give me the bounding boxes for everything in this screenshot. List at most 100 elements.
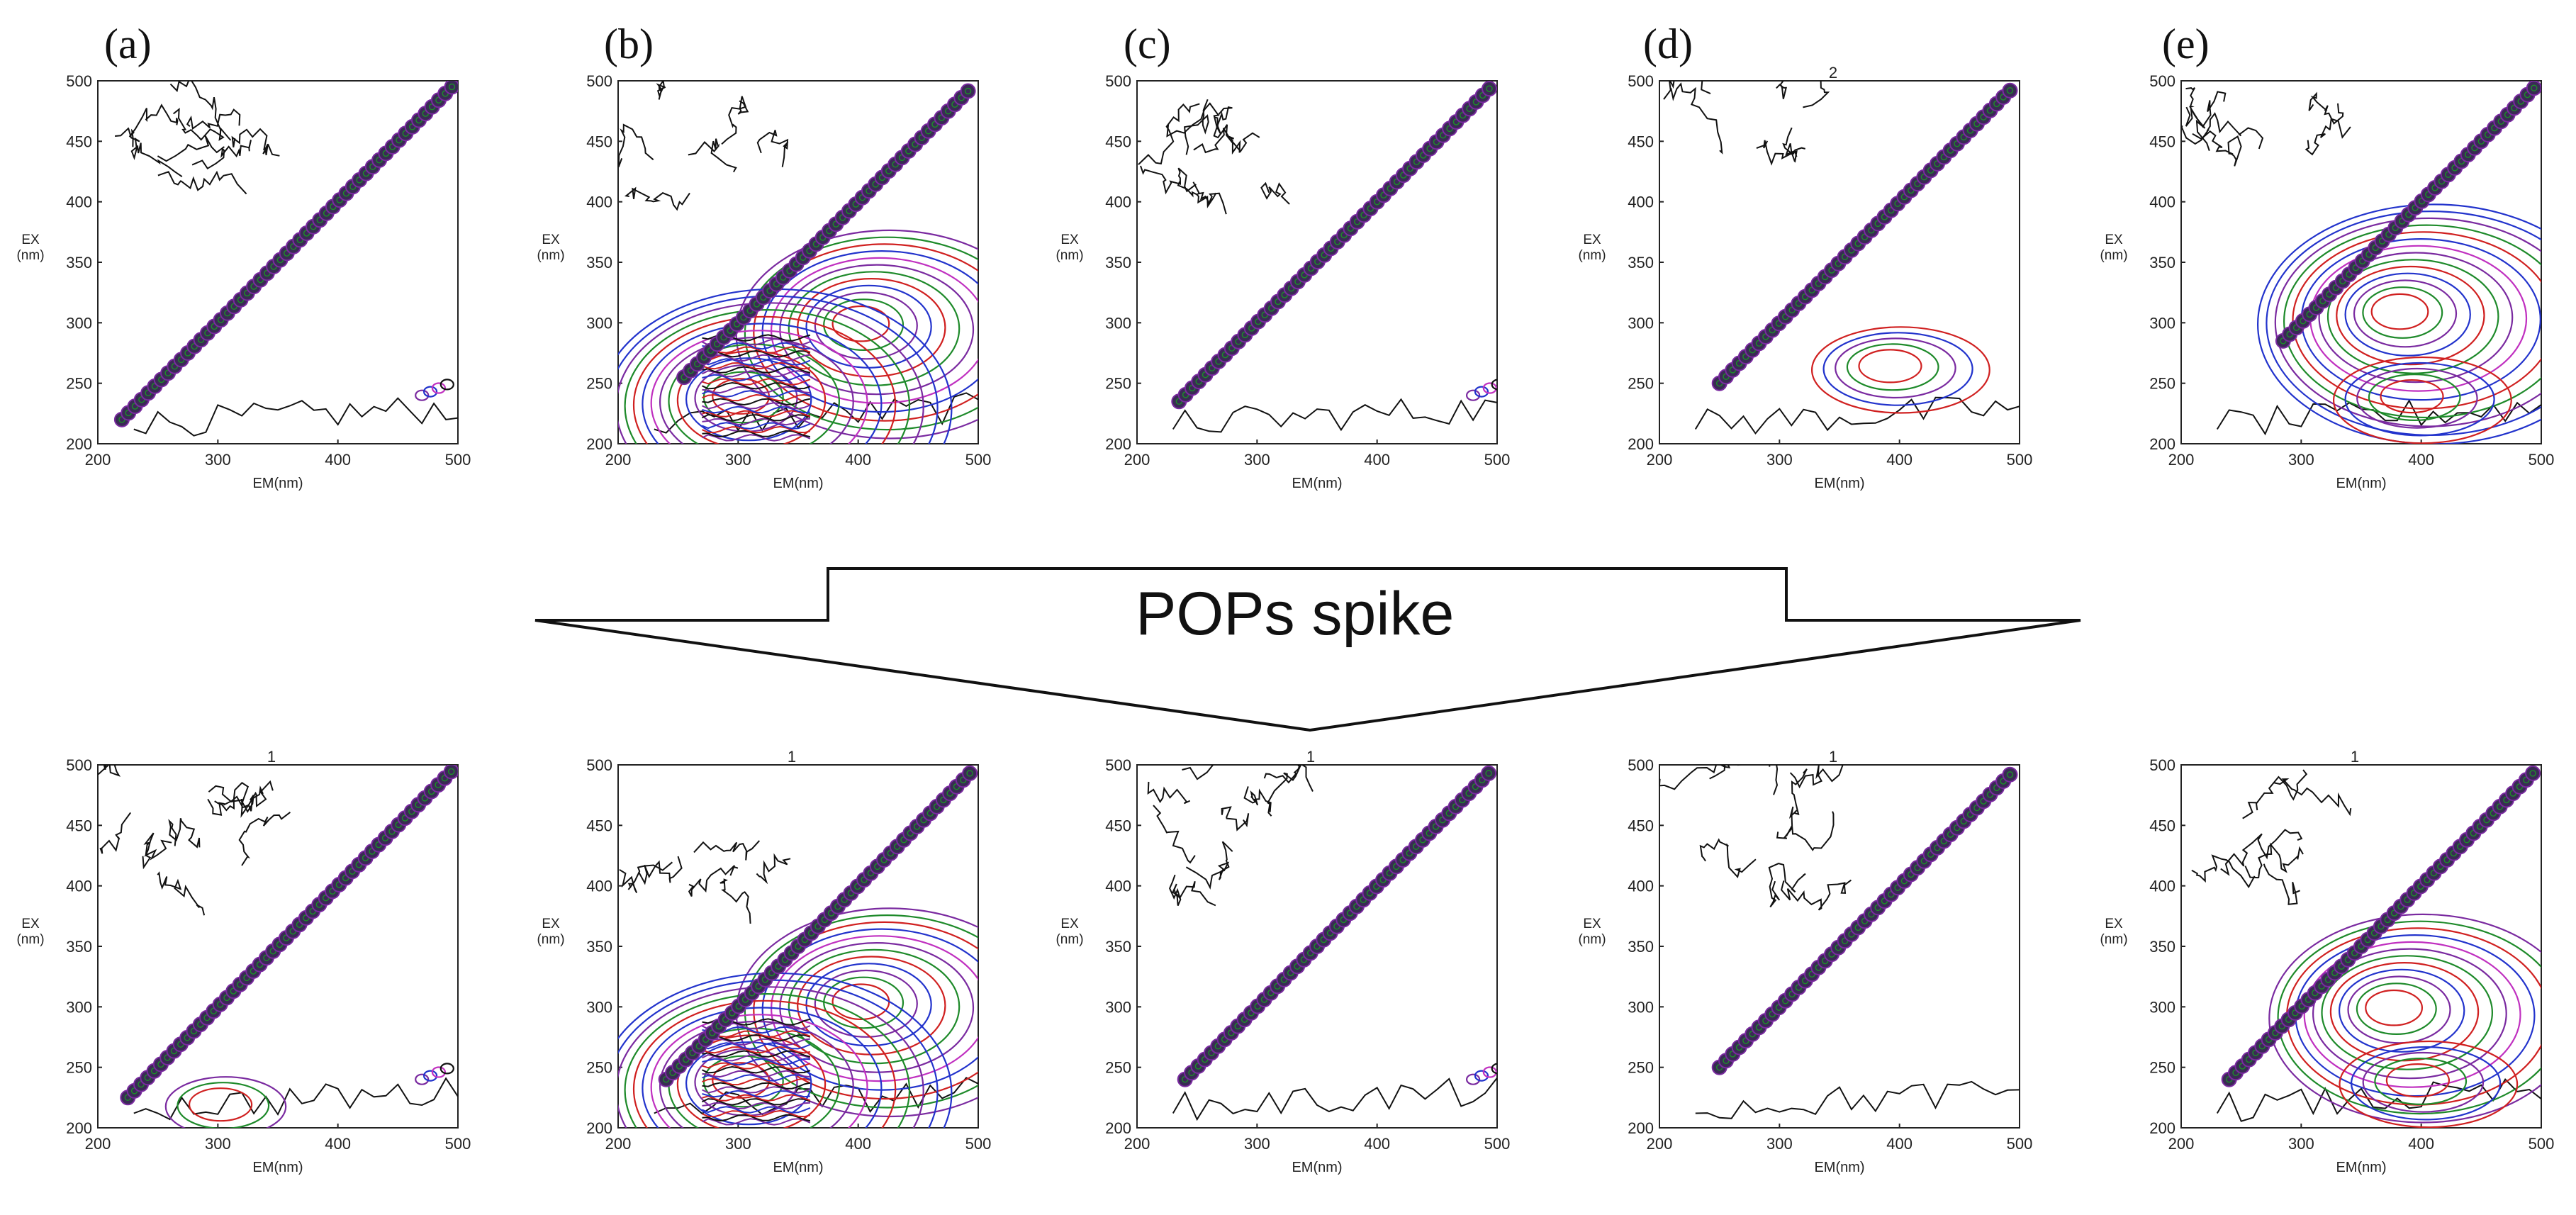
noise-contour [1782,127,1798,163]
x-tick-label: 500 [2007,451,2033,469]
noise-contour [1185,841,1233,890]
x-axis-label: EM(nm) [1814,1160,1864,1175]
y-tick-label: 400 [2149,194,2175,211]
y-axis-label: (nm) [1578,932,1606,947]
contour-level [2336,265,2485,366]
noise-contour [1169,874,1216,907]
y-tick-label: 450 [2149,817,2175,834]
noise-contour [2242,769,2308,819]
y-axis-label: (nm) [537,932,564,947]
contour-level [177,1082,270,1128]
noise-contour [1138,103,1200,165]
contour-level [2370,293,2429,330]
y-tick-label: 200 [1105,1119,1131,1137]
noise-contour [208,785,264,813]
rayleigh-diagonal [2275,81,2541,349]
noise-contour [1182,765,1214,780]
scatter-peak [1474,1070,1489,1082]
contour-level [2344,272,2471,357]
scatter-peak [1466,389,1481,401]
y-tick-label: 350 [586,938,612,956]
noise-contour [2191,854,2256,889]
noise-contour [2305,118,2351,156]
contour-level [753,921,978,1100]
y-axis-label: EX [21,233,40,247]
contour-level [2380,379,2444,414]
y-axis-label: (nm) [16,248,44,263]
dense-contour [702,422,811,430]
dense-contour [702,1106,811,1114]
noise-contour [719,878,751,924]
y-tick-label: 300 [2149,998,2175,1016]
contour-level [2277,920,2541,1115]
noise-contour [157,871,206,916]
noise-contour [1213,106,1241,155]
noise-contour [214,782,253,812]
contour-level [2351,1046,2502,1121]
noise-contour [1773,765,1779,795]
y-tick-label: 200 [66,1119,92,1137]
contour-level [831,305,890,342]
noise-contour [638,856,683,885]
noise-contour [1669,81,1711,95]
fluorescence-peak [735,229,978,439]
y-tick-label: 200 [1628,435,1654,453]
y-tick-label: 450 [66,133,92,150]
x-tick-label: 500 [1484,451,1511,469]
diagonal-node [443,765,458,780]
panel-label: (b) [604,21,654,67]
fluorescence-peak [2339,1040,2519,1128]
noise-contour [128,103,179,147]
noise-contour [186,108,241,130]
noise-contour [1756,140,1805,166]
y-tick-label: 250 [66,375,92,393]
y-tick-label: 300 [1105,998,1131,1016]
dense-contour [702,405,810,414]
dense-contour [702,425,811,434]
x-tick-label: 400 [1364,451,1390,469]
noise-contour [1768,863,1806,908]
diagonal-core [1485,770,1492,777]
noise-contour [1789,765,1844,789]
y-tick-label: 300 [2149,314,2175,332]
y-tick-label: 500 [66,756,92,774]
contour-level [2385,1063,2450,1098]
contour-area [618,81,978,444]
y-tick-label: 350 [2149,254,2175,271]
noise-contour [1803,81,1830,108]
y-tick-label: 500 [1628,756,1654,774]
y-tick-label: 250 [1628,375,1654,393]
dense-contour [702,1034,811,1042]
y-tick-label: 350 [2149,938,2175,956]
noise-contour [688,138,737,173]
diagonal-node [2526,81,2541,96]
eem-panel-before-2: 200 250 300 350 400 450 500 200 300 400 500 EM(nm) E… [1055,72,1510,491]
contour-level [642,323,883,444]
rayleigh-diagonal [113,81,458,427]
y-tick-label: 300 [66,314,92,332]
panel-label: (d) [1643,21,1693,67]
noise-contour [2274,778,2352,817]
noise-contour [1776,811,1835,851]
scatter-peak [422,1070,438,1082]
contour-level [744,236,978,431]
contour-level [618,302,924,444]
noise-contour [2263,863,2300,905]
diagonal-core [1486,85,1493,92]
y-axis-label: EX [1060,917,1079,931]
x-tick-label: 400 [2408,1135,2434,1153]
baseline-contour [654,392,978,434]
noise-contour [2220,829,2303,876]
fluorescence-peak [1810,326,1990,414]
x-tick-label: 200 [1647,451,1673,469]
dense-region [702,334,811,442]
diagonal-node [1481,765,1497,781]
eem-panel-after-3: 200 250 300 350 400 450 500 200 300 400 500 EM(nm) E… [1578,748,2032,1175]
noise-contour [207,780,274,818]
y-tick-label: 350 [1628,938,1654,956]
y-tick-label: 200 [2149,435,2175,453]
y-tick-label: 250 [586,375,612,393]
y-tick-label: 500 [1628,72,1654,90]
scatter-peak [1491,379,1497,391]
eem-panel-after-4: 200 250 300 350 400 450 500 200 300 400 500 EM(nm) E… [2100,748,2554,1175]
